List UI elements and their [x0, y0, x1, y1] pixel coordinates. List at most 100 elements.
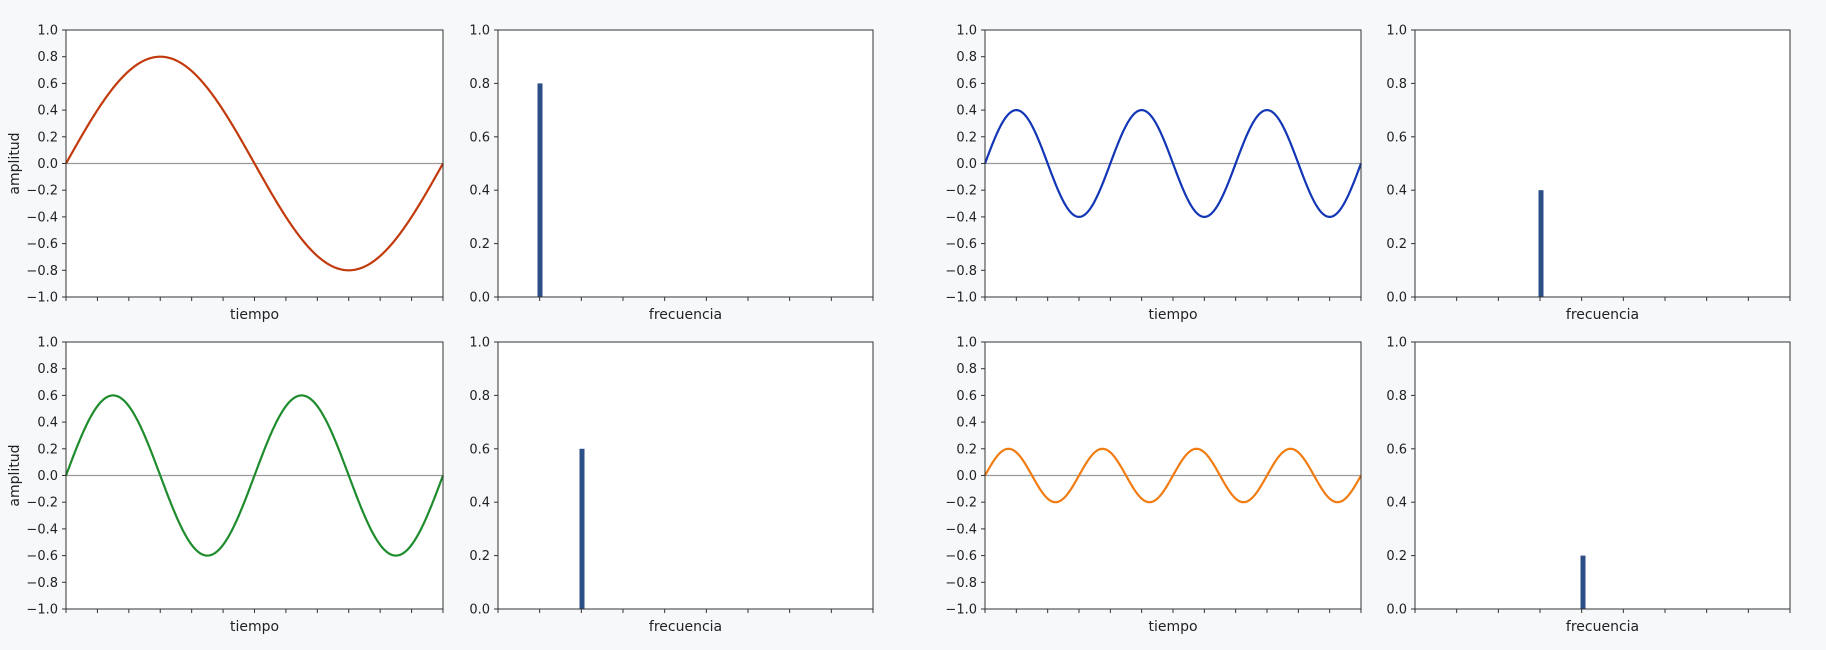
y-tick-label: 0.2: [469, 237, 490, 252]
y-tick-label: 1.0: [1386, 24, 1407, 39]
y-tick-label: −0.4: [26, 210, 58, 225]
plot-area: [498, 30, 873, 297]
y-tick-label: 0.8: [469, 389, 490, 404]
y-tick-label: −0.4: [26, 522, 58, 537]
y-tick-label: 0.4: [1386, 184, 1407, 199]
y-tick-label: −0.8: [26, 576, 58, 591]
plot-area: [1415, 30, 1790, 297]
x-axis-label: tiempo: [230, 619, 279, 635]
y-tick-label: 0.8: [956, 362, 977, 377]
y-tick-label: 0.2: [37, 442, 58, 457]
panel-freq-a: 0.0 0.2 0.4 0.6 0.8 1.0 frecuencia: [469, 24, 874, 323]
y-axis-label: amplitud: [7, 444, 23, 506]
bar-freq-c: [579, 448, 585, 609]
y-tick-label: −0.6: [945, 237, 977, 252]
y-tick-label: 0.0: [469, 603, 490, 618]
y-tick-label: −0.4: [945, 210, 977, 225]
y-tick-label: 0.6: [37, 77, 58, 92]
y-tick-label: 0.8: [956, 50, 977, 65]
y-tick-label: 0.0: [1386, 603, 1407, 618]
y-tick-label: 0.2: [469, 549, 490, 564]
y-tick-label: 0.6: [956, 389, 977, 404]
x-axis-label: tiempo: [230, 307, 279, 323]
y-tick-label: 0.4: [37, 104, 58, 119]
plot-area: [498, 342, 873, 609]
y-tick-label: −1.0: [945, 603, 977, 618]
y-tick-label: 0.6: [956, 77, 977, 92]
y-tick-label: 0.8: [37, 50, 58, 65]
y-tick-label: 0.0: [469, 291, 490, 306]
y-tick-label: −0.2: [945, 184, 977, 199]
bar-freq-d: [1580, 555, 1586, 609]
x-axis-label: frecuencia: [649, 619, 722, 635]
y-tick-label: 0.4: [469, 184, 490, 199]
series-line-time-d: [984, 447, 1362, 504]
y-tick-label: 0.6: [1386, 130, 1407, 145]
plot-frame: [984, 341, 1362, 610]
y-tick-label: 0.2: [1386, 549, 1407, 564]
panel-time-b: −1.0 −0.8 −0.6 −0.4 −0.2 0.0 0.2 0.4 0.6 0.8 1.0 ti…: [945, 24, 1363, 323]
series-line-time-c: [64, 394, 445, 557]
y-tick-label: 0.2: [1386, 237, 1407, 252]
y-tick-label: 1.0: [469, 24, 490, 39]
y-tick-label: −0.6: [26, 237, 58, 252]
series-line-time-a: [65, 55, 444, 272]
y-tick-label: 1.0: [469, 336, 490, 351]
y-tick-label: −1.0: [945, 291, 977, 306]
y-tick-label: 0.0: [956, 469, 977, 484]
y-tick-label: 0.4: [1386, 496, 1407, 511]
panel-time-a: −1.0 −0.8 −0.6 −0.4 −0.2 0.0 0.2 0.4 0.6 0.8 1.0 ti…: [7, 24, 444, 323]
y-tick-label: 0.4: [956, 416, 977, 431]
y-tick-label: 1.0: [956, 336, 977, 351]
x-axis-label: tiempo: [1148, 307, 1197, 323]
y-tick-label: −0.2: [945, 496, 977, 511]
plot-frame: [497, 29, 874, 298]
plot-frame: [984, 29, 1362, 298]
y-tick-label: 0.4: [37, 416, 58, 431]
y-tick-label: 0.4: [469, 496, 490, 511]
x-axis-label: frecuencia: [649, 307, 722, 323]
y-tick-label: 0.8: [1386, 389, 1407, 404]
series-line-time-b: [983, 108, 1363, 219]
y-axis-label: amplitud: [7, 132, 23, 194]
x-axis-label: frecuencia: [1566, 619, 1639, 635]
y-tick-label: 0.0: [37, 469, 58, 484]
plot-frame: [65, 341, 444, 610]
panel-time-c: −1.0 −0.8 −0.6 −0.4 −0.2 0.0 0.2 0.4 0.6 0.8 1.0 ti…: [7, 336, 445, 635]
y-tick-label: 0.8: [1386, 77, 1407, 92]
y-tick-label: 1.0: [1386, 336, 1407, 351]
y-tick-label: 0.2: [956, 442, 977, 457]
bar-freq-a: [537, 83, 543, 298]
bar-freq-b: [1538, 190, 1544, 297]
y-tick-label: −0.8: [945, 264, 977, 279]
y-tick-label: −0.2: [26, 496, 58, 511]
y-tick-label: 0.6: [469, 130, 490, 145]
y-tick-label: −0.8: [945, 576, 977, 591]
x-axis-label: tiempo: [1148, 619, 1197, 635]
y-tick-label: 0.0: [1386, 291, 1407, 306]
plot-frame: [1414, 29, 1791, 298]
y-tick-label: 0.6: [469, 442, 490, 457]
y-tick-label: 0.8: [37, 362, 58, 377]
plot-frame: [497, 341, 874, 610]
y-tick-label: −1.0: [26, 291, 58, 306]
plot-frame: [1414, 341, 1791, 610]
panel-freq-d: 0.0 0.2 0.4 0.6 0.8 1.0 frecuencia: [1386, 336, 1791, 635]
y-tick-label: −0.8: [26, 264, 58, 279]
y-tick-label: 0.4: [956, 104, 977, 119]
y-tick-label: 0.2: [37, 130, 58, 145]
plot-area: [1415, 342, 1790, 609]
y-tick-label: 1.0: [956, 24, 977, 39]
y-tick-label: −0.2: [26, 184, 58, 199]
plot-frame: [65, 29, 444, 298]
y-tick-label: −1.0: [26, 603, 58, 618]
y-tick-label: 0.8: [469, 77, 490, 92]
panel-time-d: −1.0 −0.8 −0.6 −0.4 −0.2 0.0 0.2 0.4 0.6 0.8 1.0 ti…: [945, 336, 1362, 635]
y-tick-label: −0.6: [26, 549, 58, 564]
y-tick-label: 0.0: [37, 157, 58, 172]
y-tick-label: 0.0: [956, 157, 977, 172]
x-axis-label: frecuencia: [1566, 307, 1639, 323]
panel-freq-b: 0.0 0.2 0.4 0.6 0.8 1.0 frecuencia: [1386, 24, 1791, 323]
y-tick-label: 1.0: [37, 336, 58, 351]
